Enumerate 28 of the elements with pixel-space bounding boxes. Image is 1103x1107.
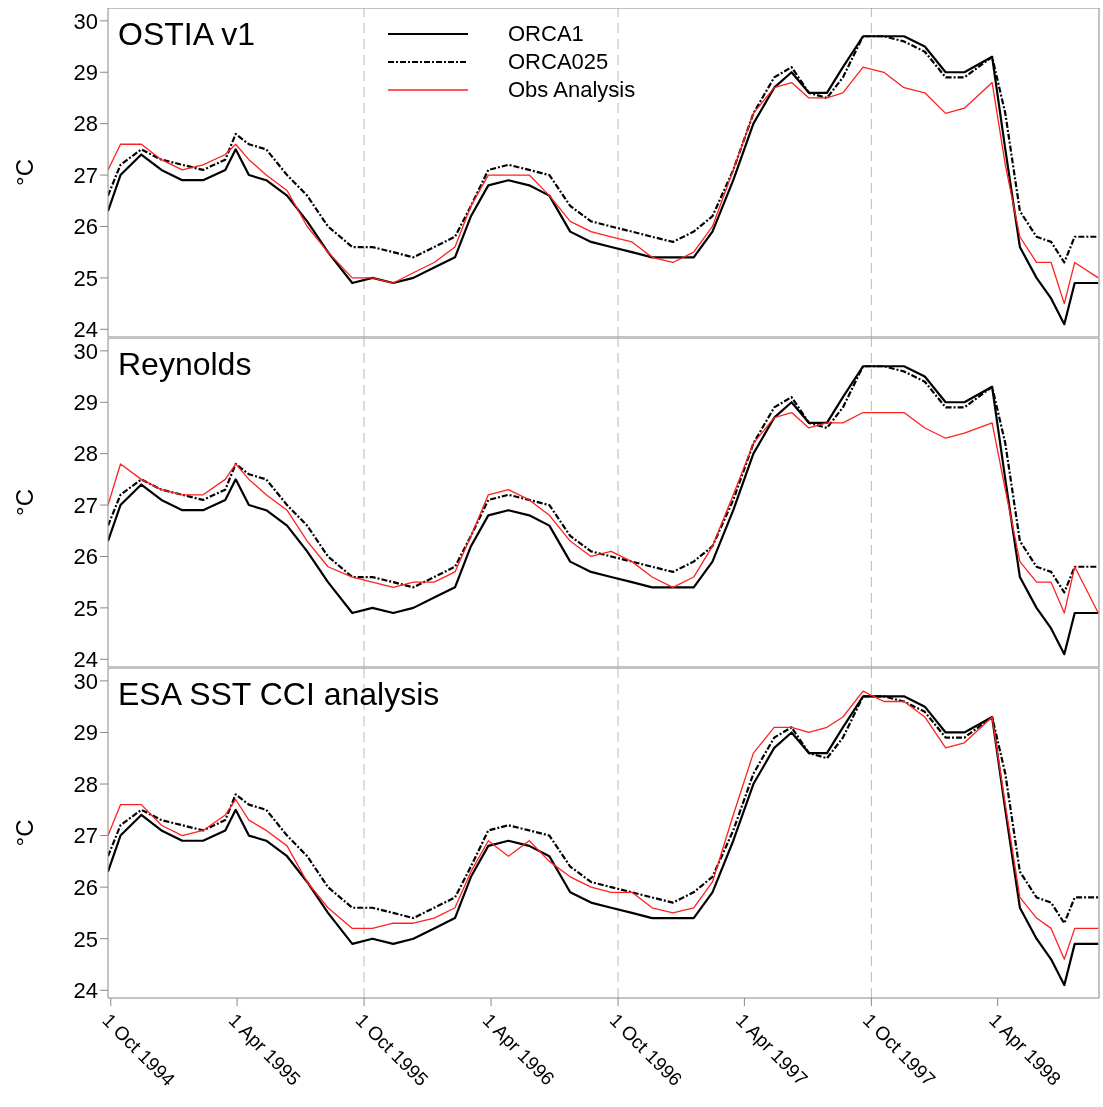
chart-title: OSTIA v1 [118,16,255,53]
y-tick-label: 28 [73,441,98,467]
chart-title: Reynolds [118,346,252,383]
y-tick-label: 24 [73,978,98,1004]
y-tick-label: 25 [73,926,98,952]
y-axis-title: °C [10,819,38,847]
y-tick-label: 26 [73,874,98,900]
y-tick-label: 27 [73,492,98,518]
y-tick-label: 30 [73,8,98,34]
y-tick-label: 27 [73,162,98,188]
y-tick-label: 29 [73,390,98,416]
legend-label: Obs Analysis [508,77,636,103]
x-tick-label: 1 Oct 1997 [858,1009,940,1091]
line-series [108,411,1099,614]
legend-label: ORCA025 [508,49,609,75]
y-tick-label: 29 [73,720,98,746]
y-axis-title: °C [10,489,38,516]
y-tick-label: 25 [73,265,98,291]
y-tick-label: 29 [73,60,98,86]
chart-title: ESA SST CCI analysis [118,676,440,713]
y-tick-label: 27 [73,823,98,849]
y-axis-title: °C [10,159,38,186]
legend-label: ORCA1 [508,21,584,47]
y-tick-label: 28 [73,771,98,797]
y-tick-label: 26 [73,544,98,570]
y-tick-label: 25 [73,595,98,621]
y-tick-label: 26 [73,214,98,240]
y-tick-label: 28 [73,111,98,137]
